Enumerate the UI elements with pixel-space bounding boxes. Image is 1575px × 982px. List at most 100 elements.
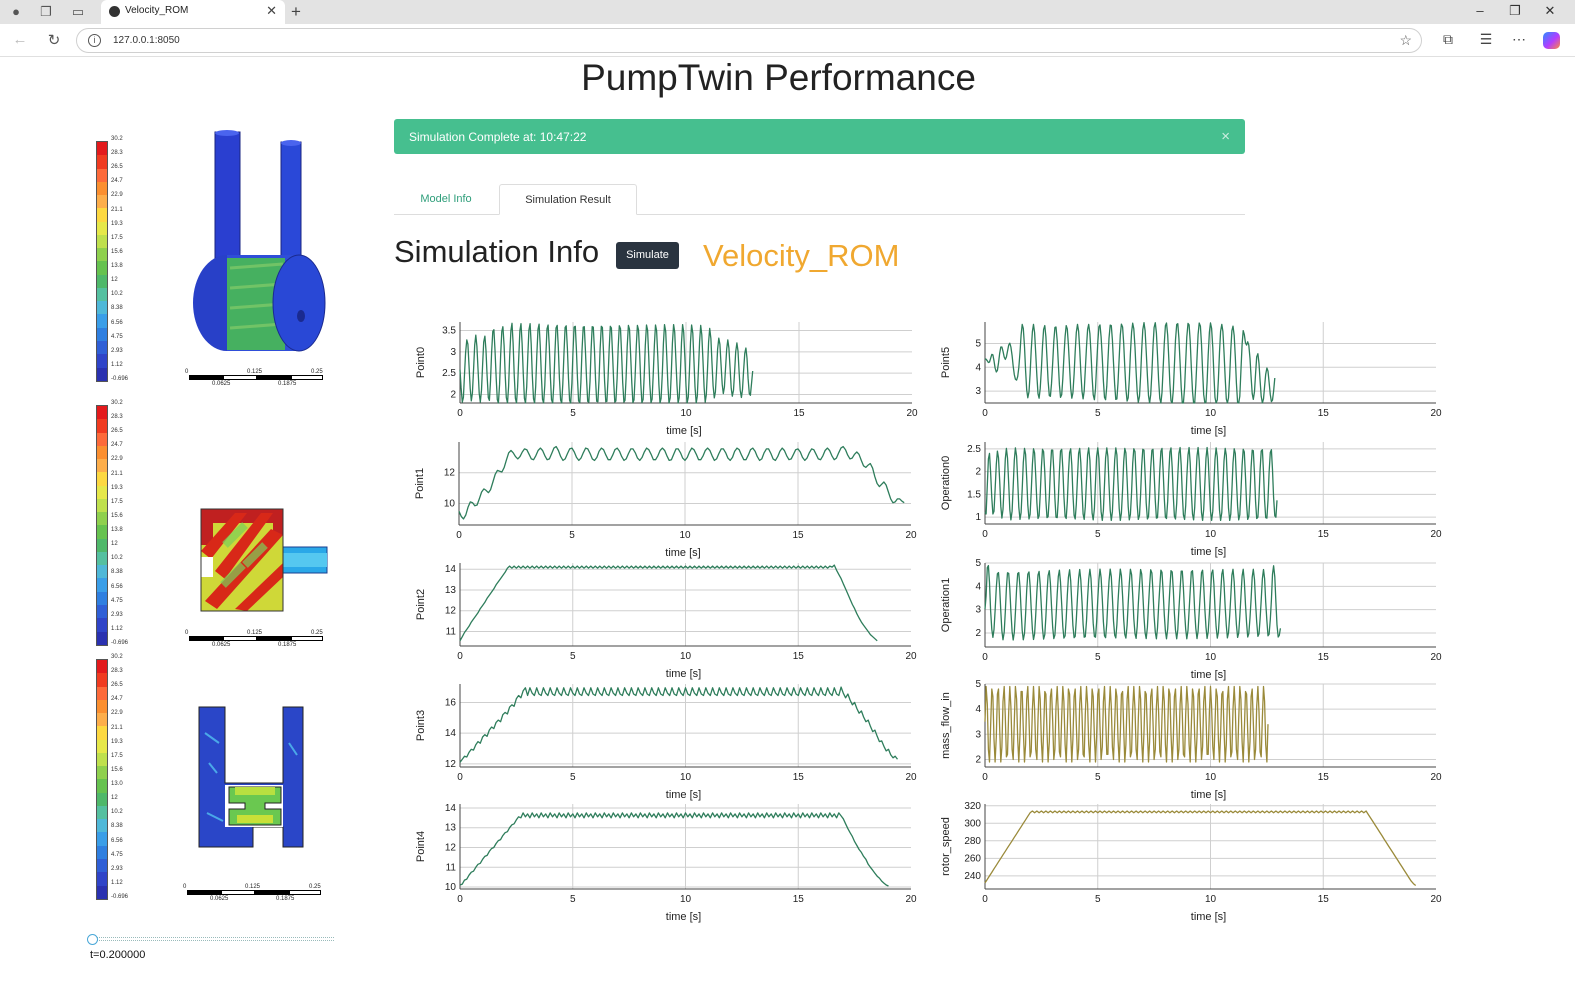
colorbar-swatch xyxy=(97,301,107,315)
chart-point0[interactable]: 0 5 10 15 20 2 2.5 3 3.5 time [s] Point0 xyxy=(415,322,918,437)
x-axis-label: time [s] xyxy=(1191,546,1226,558)
x-tick-label: 15 xyxy=(792,530,804,541)
minimize-icon[interactable]: – xyxy=(1476,3,1484,18)
pump-3d-view[interactable] xyxy=(185,128,335,358)
favorite-star-icon[interactable]: ☆ xyxy=(1399,32,1412,48)
x-tick-label: 0 xyxy=(982,408,988,419)
simulate-button[interactable]: Simulate xyxy=(616,242,679,269)
screw-section-view[interactable] xyxy=(195,505,330,615)
tab-model-info[interactable]: Model Info xyxy=(420,193,472,205)
colorbar-swatch xyxy=(97,565,107,579)
window-close-icon[interactable]: ✕ xyxy=(1544,3,1556,18)
chart-operation1[interactable]: 0 5 10 15 20 2 3 4 5 time [s] Operation1 xyxy=(940,558,1442,681)
x-tick-label: 5 xyxy=(1095,894,1101,905)
colorbar-label: 22.9 xyxy=(111,192,123,199)
x-tick-label: 10 xyxy=(1205,408,1217,419)
time-slider-track[interactable] xyxy=(92,937,334,941)
flow-domain-view[interactable] xyxy=(195,703,310,853)
y-tick-label: 240 xyxy=(964,871,981,882)
extensions-icon[interactable]: ⧉ xyxy=(1443,31,1453,47)
colorbar-label: 13.8 xyxy=(111,527,123,534)
more-menu-icon[interactable]: ⋯ xyxy=(1512,31,1526,47)
chart-point4[interactable]: 0 5 10 15 20 10 11 12 13 14 time [s] Point4 xyxy=(415,803,917,923)
colorbar-swatch xyxy=(97,673,107,687)
y-tick-label: 14 xyxy=(445,728,457,739)
chart-point1[interactable]: 0 5 10 15 20 10 12 time [s] Point1 xyxy=(414,442,917,559)
x-tick-label: 5 xyxy=(1095,529,1101,540)
colorbar-label: 24.7 xyxy=(111,696,123,703)
colorbar-label: 10.2 xyxy=(111,291,123,298)
colorbar-label: 22.9 xyxy=(111,456,123,463)
y-tick-label: 12 xyxy=(445,759,457,770)
page-title: PumpTwin Performance xyxy=(581,57,976,98)
colorbar-swatch xyxy=(97,181,107,196)
y-tick-label: 4 xyxy=(975,362,981,373)
tab-favicon-icon xyxy=(109,6,120,17)
colorbar-label: 13.8 xyxy=(111,263,123,270)
colorbar-label: 6.56 xyxy=(111,319,123,326)
back-icon[interactable]: ← xyxy=(12,31,28,48)
colorbar-label: 8.38 xyxy=(111,569,123,576)
chart-rotor_speed[interactable]: 0 5 10 15 20 240 260 280 300 320 time [s] rotor_spe… xyxy=(940,801,1442,923)
site-info-icon[interactable]: i xyxy=(88,34,101,47)
y-tick-label: 11 xyxy=(446,626,457,637)
colorbar-swatch xyxy=(97,739,107,753)
profile-icon[interactable]: ● xyxy=(12,4,20,19)
colorbar-swatch xyxy=(97,538,107,552)
colorbar-label: 12 xyxy=(111,795,118,802)
time-slider-handle[interactable] xyxy=(87,934,98,945)
reload-icon[interactable]: ↻ xyxy=(47,32,61,49)
chart-point5[interactable]: 0 5 10 15 20 3 4 5 time [s] Point5 xyxy=(940,322,1442,437)
y-axis-label: Point3 xyxy=(415,710,427,741)
colorbar-swatch xyxy=(97,459,107,473)
colorbar-swatch xyxy=(97,221,107,235)
x-tick-label: 0 xyxy=(457,894,463,905)
copilot-icon[interactable] xyxy=(1543,32,1560,49)
favorites-icon[interactable]: ☰ xyxy=(1479,31,1493,47)
tab-close-icon[interactable]: ✕ xyxy=(266,3,277,18)
x-tick-label: 5 xyxy=(570,772,576,783)
url-field[interactable]: i 127.0.0.1:8050 ☆ xyxy=(76,28,1422,53)
x-axis-label: time [s] xyxy=(1191,425,1226,437)
x-axis-label: time [s] xyxy=(666,668,701,680)
chart-point3[interactable]: 0 5 10 15 20 12 14 16 time [s] Point3 xyxy=(415,684,917,801)
y-tick-label: 1 xyxy=(975,512,981,523)
colorbar-label: 21.1 xyxy=(111,206,123,213)
x-tick-label: 0 xyxy=(982,772,988,783)
colorbar-swatch xyxy=(97,498,107,513)
colorbar-swatch xyxy=(97,472,107,486)
y-tick-label: 12 xyxy=(445,606,457,617)
colorbar-swatch xyxy=(97,155,107,169)
restore-icon[interactable]: ❐ xyxy=(1509,3,1521,18)
colorbar-label: 30.2 xyxy=(111,400,123,406)
colorbar-swatch xyxy=(97,578,107,592)
browser-tab[interactable]: Velocity_ROM ✕ xyxy=(101,0,285,24)
x-tick-label: 15 xyxy=(1318,408,1330,419)
colorbar-swatch xyxy=(97,779,107,793)
chart-operation0[interactable]: 0 5 10 15 20 1 1.5 2 2.5 time [s] Operation0 xyxy=(940,442,1442,558)
colorbar-swatch xyxy=(97,713,107,727)
chart-point2[interactable]: 0 5 10 15 20 11 12 13 14 time [s] Point2 xyxy=(415,563,917,680)
colorbar-label: 28.3 xyxy=(111,668,123,675)
x-tick-label: 20 xyxy=(1430,652,1442,663)
y-tick-label: 14 xyxy=(445,803,457,814)
x-tick-label: 5 xyxy=(1095,772,1101,783)
x-tick-label: 0 xyxy=(457,408,463,419)
colorbar-swatch xyxy=(97,591,107,605)
colorbar-swatch xyxy=(97,274,107,288)
y-tick-label: 2 xyxy=(975,467,981,478)
y-tick-label: 12 xyxy=(445,842,457,853)
y-tick-label: 1.5 xyxy=(967,489,981,500)
tab-simulation-result[interactable]: Simulation Result xyxy=(499,184,637,215)
tab-actions-icon[interactable]: ▭ xyxy=(71,4,85,19)
x-tick-label: 15 xyxy=(1318,772,1330,783)
alert-close-icon[interactable]: × xyxy=(1221,128,1230,145)
new-tab-icon[interactable]: + xyxy=(291,2,301,21)
x-tick-label: 20 xyxy=(905,894,917,905)
x-tick-label: 10 xyxy=(680,772,692,783)
chart-mass_flow_in[interactable]: 0 5 10 15 20 2 3 4 5 time [s] mass_flow_in xyxy=(940,679,1442,801)
series-line-mass_flow_in xyxy=(984,685,1269,763)
y-tick-label: 260 xyxy=(964,853,981,864)
workspaces-icon[interactable]: ❐ xyxy=(40,4,52,19)
x-tick-label: 15 xyxy=(1318,652,1330,663)
